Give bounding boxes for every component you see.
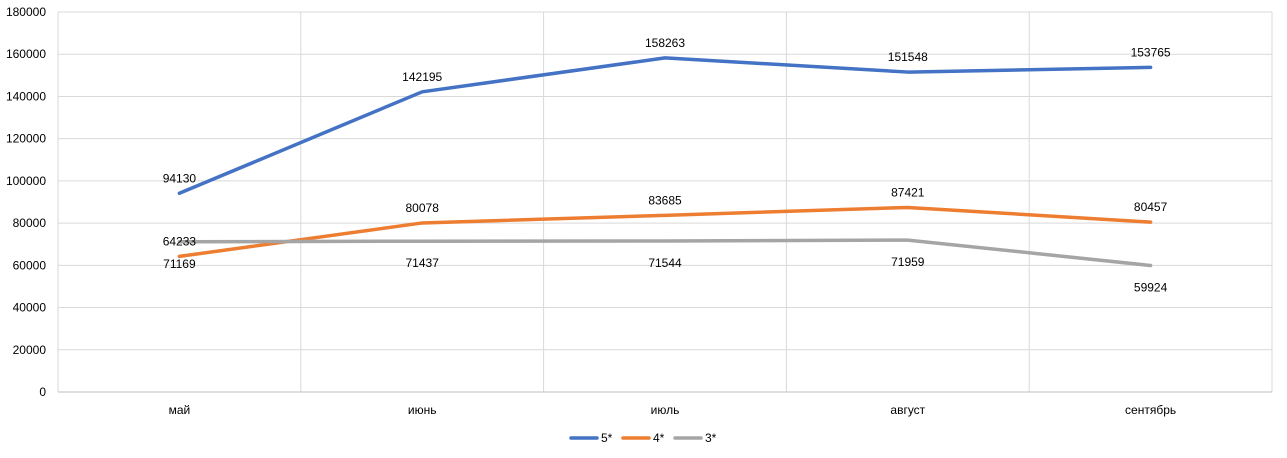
data-label: 59924	[1134, 280, 1168, 294]
data-label: 64233	[163, 234, 197, 248]
data-label: 83685	[648, 193, 682, 207]
y-tick-label: 60000	[13, 258, 47, 272]
y-tick-label: 140000	[6, 89, 46, 103]
y-tick-label: 160000	[6, 47, 46, 61]
y-axis-ticks: 0 20000 40000 60000 80000 100000 120000 140000 1…	[6, 5, 46, 399]
legend-label: 5*	[601, 431, 613, 445]
legend-label: 4*	[653, 431, 665, 445]
x-tick-label: сентябрь	[1125, 403, 1176, 417]
series-line-1	[177, 56, 1153, 196]
data-label: 80078	[406, 201, 440, 215]
y-tick-label: 40000	[13, 301, 47, 315]
data-labels: 94130 142195 158263 151548 153765 64233 80078 8…	[163, 36, 1171, 295]
data-label: 142195	[402, 70, 442, 84]
legend: 5* 4* 3*	[569, 431, 717, 445]
y-tick-label: 120000	[6, 132, 46, 146]
x-tick-label: июнь	[408, 403, 437, 417]
series-lines	[177, 56, 1153, 268]
x-tick-label: май	[169, 403, 191, 417]
series-line-3	[177, 238, 1153, 268]
data-label: 71169	[163, 257, 196, 271]
x-tick-label: август	[890, 403, 925, 417]
data-label: 94130	[163, 171, 197, 185]
data-label: 151548	[888, 50, 928, 64]
data-label: 158263	[645, 36, 685, 50]
x-tick-label: июль	[651, 403, 680, 417]
data-label: 71544	[648, 256, 682, 270]
y-tick-label: 180000	[6, 5, 46, 19]
data-label: 153765	[1131, 45, 1171, 59]
data-label: 87421	[891, 185, 925, 199]
data-label: 71959	[891, 255, 925, 269]
legend-label: 3*	[705, 431, 717, 445]
data-label: 80457	[1134, 200, 1168, 214]
data-label: 71437	[406, 256, 440, 270]
y-tick-label: 80000	[13, 216, 47, 230]
y-tick-label: 20000	[13, 343, 47, 357]
series-line-2	[177, 205, 1153, 259]
x-axis: май июнь июль август сентябрь	[58, 391, 1272, 417]
y-tick-label: 0	[39, 385, 46, 399]
y-tick-label: 100000	[6, 174, 46, 188]
